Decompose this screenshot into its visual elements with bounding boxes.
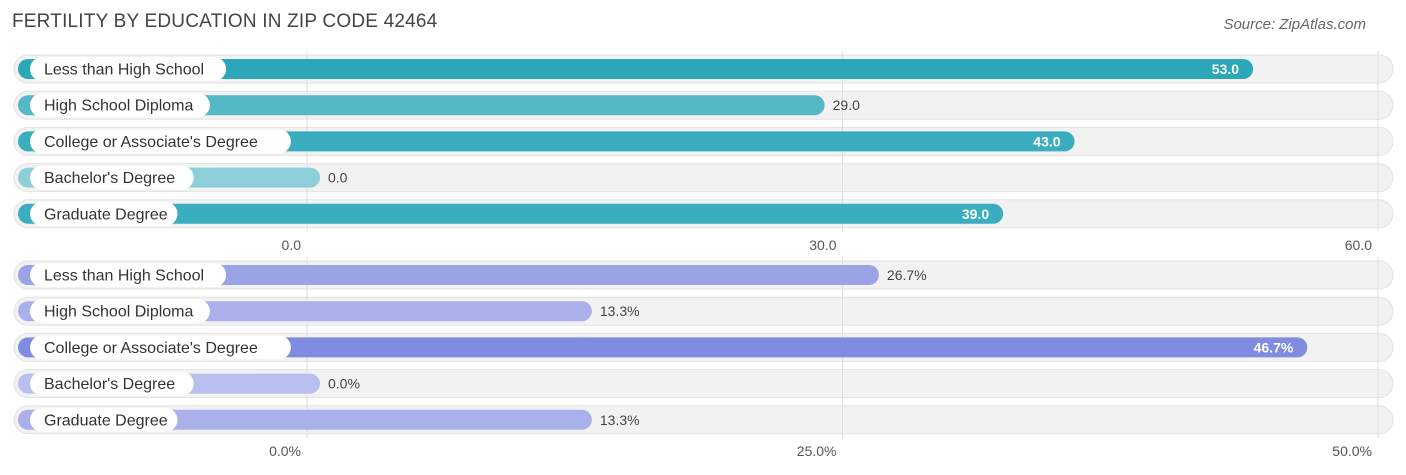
chart1-value-label: 0.0 xyxy=(328,170,348,186)
chart2-category-pill xyxy=(30,263,227,287)
chart1-category-pill xyxy=(30,165,194,190)
chart2-category-pill xyxy=(30,407,178,432)
chart1-bar xyxy=(18,203,1004,224)
chart1-tick-label: 0.0 xyxy=(282,237,302,253)
chart1-value-label: 43.0 xyxy=(1033,133,1060,149)
chart1-category-label: Bachelor's Degree xyxy=(44,170,175,187)
chart1-bar xyxy=(18,59,1254,79)
chart-title: FERTILITY BY EDUCATION IN ZIP CODE 42464 xyxy=(12,11,438,32)
chart2-value-label: 26.7% xyxy=(887,267,927,283)
chart1-category-label: Graduate Degree xyxy=(44,206,168,223)
chart2-category-label: College or Associate's Degree xyxy=(44,340,258,357)
chart2-value-label: 13.3% xyxy=(600,303,640,319)
chart2-category-pill xyxy=(30,371,194,396)
chart1-category-pill xyxy=(30,93,210,118)
chart1-category-pill xyxy=(30,57,227,81)
chart1-tick-label: 30.0 xyxy=(809,237,836,253)
chart1-row-track xyxy=(13,163,1394,193)
chart1-category-label: High School Diploma xyxy=(44,98,194,115)
chart2-category-pill xyxy=(30,299,210,324)
chart1-bar xyxy=(18,95,825,116)
chart2-category-label: Bachelor's Degree xyxy=(44,376,175,393)
chart1-category-pill xyxy=(30,201,178,226)
chart2-row-track xyxy=(13,369,1394,399)
chart1-value-label: 29.0 xyxy=(833,97,860,113)
chart1-value-label: 53.0 xyxy=(1212,61,1239,77)
source-label: Source: ZipAtlas.com xyxy=(1223,16,1366,33)
chart2-bar xyxy=(18,337,1308,358)
chart2-tick-label: 50.0% xyxy=(1332,443,1372,459)
chart2-value-label: 13.3% xyxy=(600,412,640,428)
chart1-category-label: College or Associate's Degree xyxy=(44,134,258,151)
chart1-category-label: Less than High School xyxy=(44,62,204,79)
chart2-category-label: Graduate Degree xyxy=(44,412,168,429)
chart2-category-label: High School Diploma xyxy=(44,304,194,321)
chart2-category-label: Less than High School xyxy=(44,268,204,285)
chart2-bar xyxy=(18,265,879,285)
chart2-category-pill xyxy=(30,335,291,360)
chart2-tick-label: 25.0% xyxy=(797,443,837,459)
chart1-tick-label: 60.0 xyxy=(1345,237,1372,253)
chart2-value-label: 46.7% xyxy=(1254,339,1294,355)
chart2-value-label: 0.0% xyxy=(328,376,360,392)
chart1-value-label: 39.0 xyxy=(962,206,989,222)
chart2-tick-label: 0.0% xyxy=(269,443,301,459)
chart1-category-pill xyxy=(30,129,291,154)
